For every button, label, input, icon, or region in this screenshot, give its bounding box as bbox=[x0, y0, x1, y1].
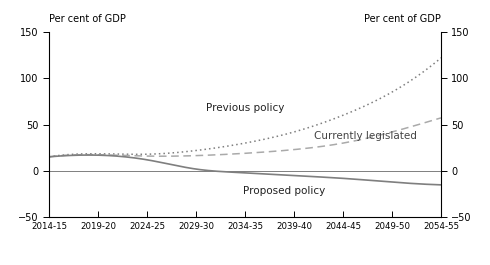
Text: Currently legislated: Currently legislated bbox=[314, 131, 416, 141]
Text: Previous policy: Previous policy bbox=[206, 103, 284, 113]
Text: Per cent of GDP: Per cent of GDP bbox=[49, 14, 126, 24]
Text: Proposed policy: Proposed policy bbox=[243, 186, 325, 196]
Text: Per cent of GDP: Per cent of GDP bbox=[364, 14, 441, 24]
